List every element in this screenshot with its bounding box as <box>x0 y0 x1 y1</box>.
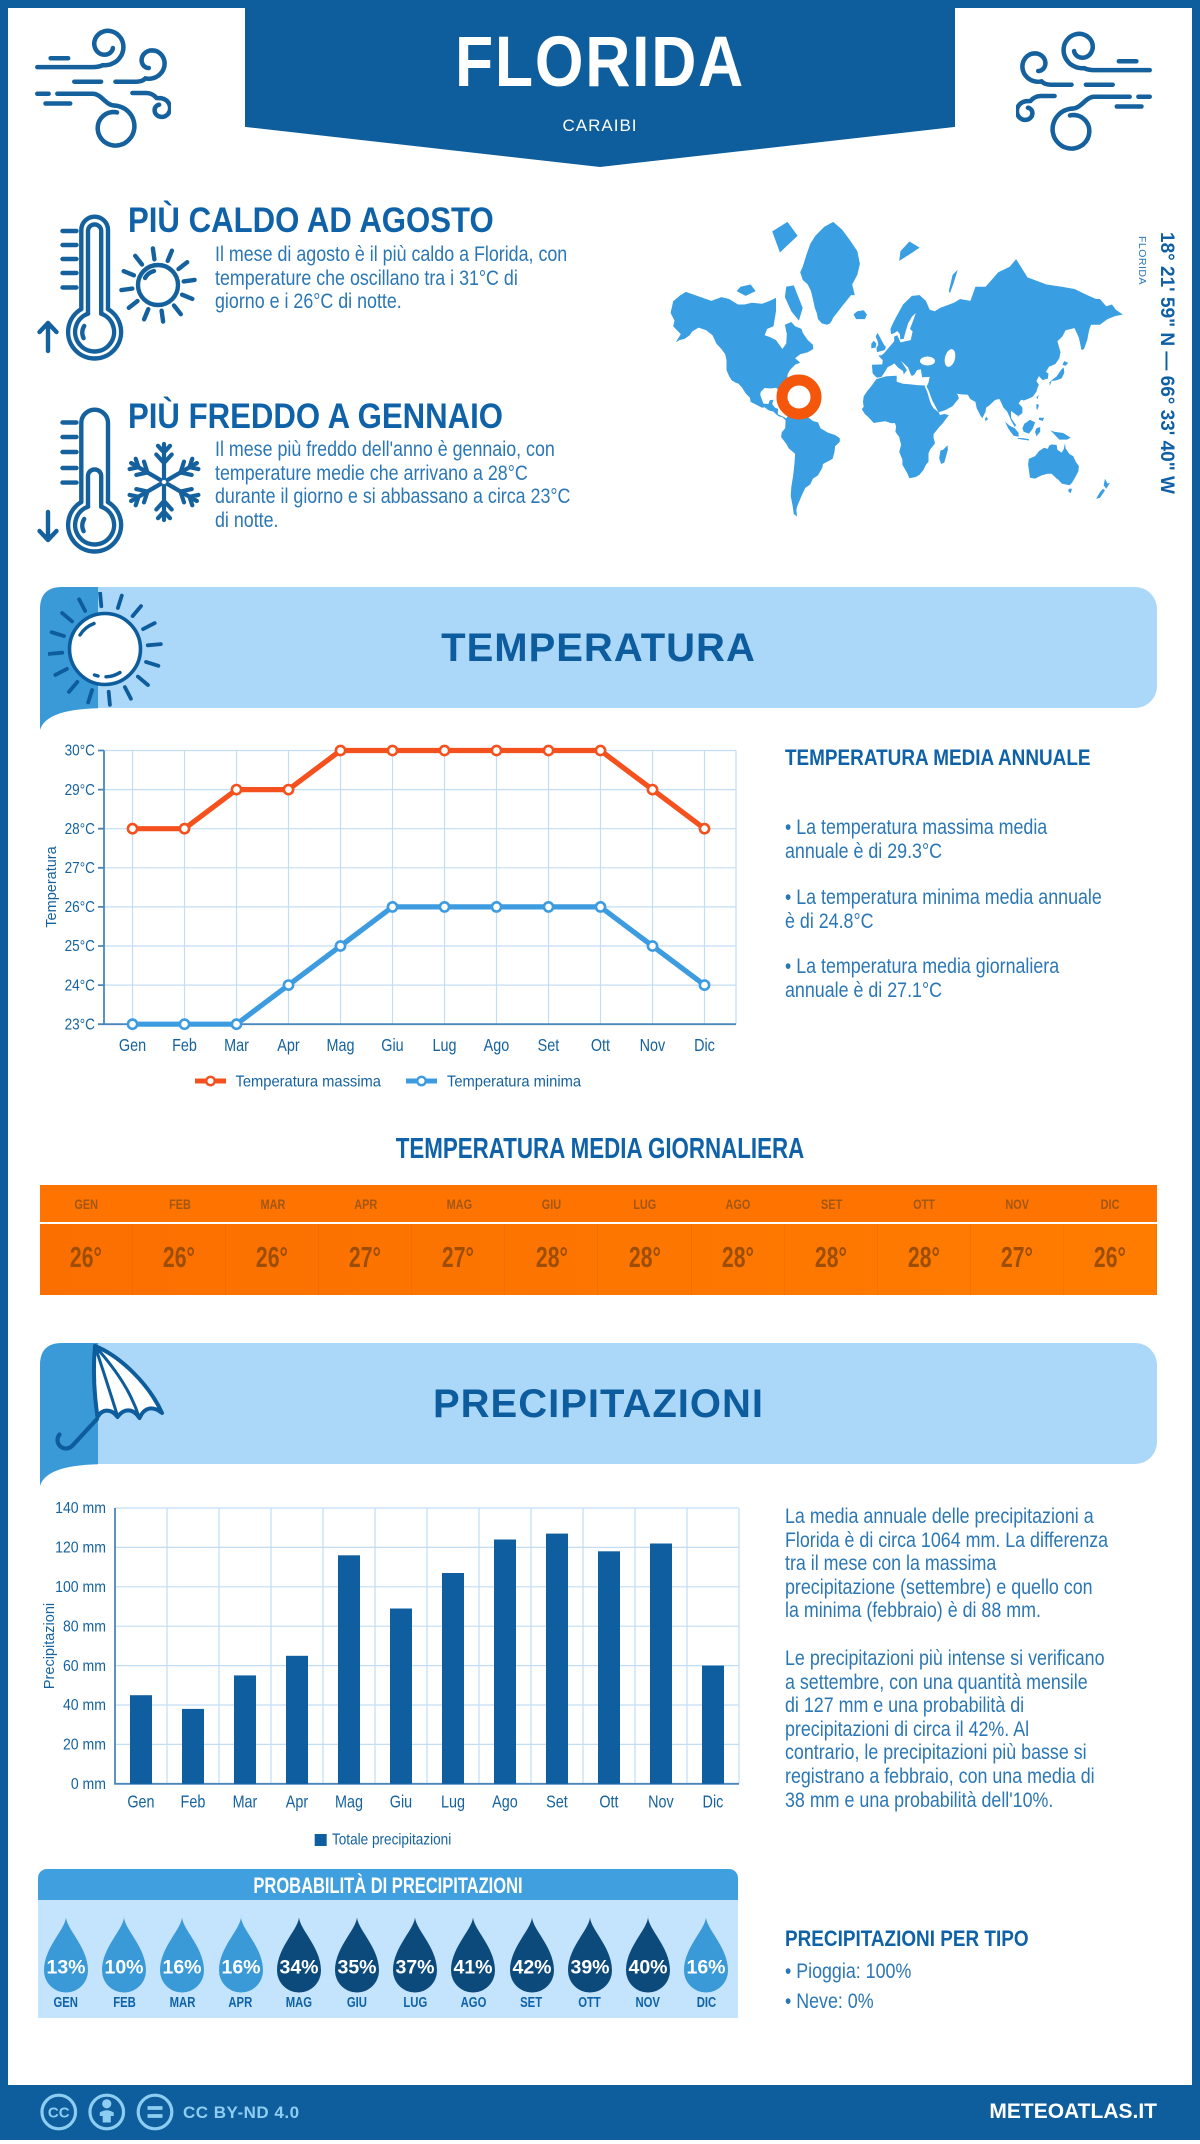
svg-text:35%: 35% <box>337 1957 376 1979</box>
svg-text:13%: 13% <box>46 1957 85 1979</box>
svg-text:41%: 41% <box>454 1957 493 1979</box>
svg-text:16%: 16% <box>687 1957 726 1979</box>
svg-text:60 mm: 60 mm <box>63 1657 106 1675</box>
svg-text:Ott: Ott <box>591 1036 611 1056</box>
svg-text:0 mm: 0 mm <box>71 1775 106 1793</box>
svg-text:Dic: Dic <box>694 1036 715 1056</box>
svg-text:CC: CC <box>48 2105 70 2122</box>
svg-text:Feb: Feb <box>181 1792 206 1812</box>
svg-text:Feb: Feb <box>172 1036 197 1056</box>
svg-text:Temperatura minima: Temperatura minima <box>447 1073 581 1091</box>
svg-text:Lug: Lug <box>441 1792 465 1812</box>
svg-text:Mag: Mag <box>335 1792 363 1812</box>
svg-text:Giu: Giu <box>381 1036 403 1056</box>
svg-text:23°C: 23°C <box>65 1016 96 1033</box>
svg-text:Gen: Gen <box>119 1036 146 1056</box>
svg-text:29°C: 29°C <box>65 782 96 799</box>
svg-text:Gen: Gen <box>127 1792 154 1812</box>
svg-text:42%: 42% <box>512 1957 551 1979</box>
svg-text:140 mm: 140 mm <box>55 1499 106 1517</box>
svg-text:Ago: Ago <box>492 1792 518 1812</box>
svg-text:Giu: Giu <box>390 1792 412 1812</box>
svg-text:27°C: 27°C <box>65 860 96 877</box>
svg-text:16%: 16% <box>221 1957 260 1979</box>
svg-text:Lug: Lug <box>432 1036 456 1056</box>
svg-text:Set: Set <box>546 1792 568 1812</box>
svg-text:30°C: 30°C <box>65 743 96 760</box>
svg-text:34%: 34% <box>279 1957 318 1979</box>
svg-text:39%: 39% <box>570 1957 609 1979</box>
svg-text:40 mm: 40 mm <box>63 1696 106 1714</box>
svg-text:Apr: Apr <box>286 1792 309 1812</box>
svg-text:Totale precipitazioni: Totale precipitazioni <box>332 1832 451 1849</box>
svg-text:37%: 37% <box>396 1957 435 1979</box>
svg-text:100 mm: 100 mm <box>55 1578 106 1596</box>
svg-text:Mag: Mag <box>326 1036 354 1056</box>
svg-text:Temperatura massima: Temperatura massima <box>236 1073 382 1091</box>
svg-text:Set: Set <box>538 1036 560 1056</box>
svg-text:25°C: 25°C <box>65 938 96 955</box>
svg-text:Temperatura: Temperatura <box>44 845 60 927</box>
svg-text:16%: 16% <box>163 1957 202 1979</box>
svg-text:Dic: Dic <box>703 1792 724 1812</box>
svg-text:10%: 10% <box>105 1957 144 1979</box>
svg-text:120 mm: 120 mm <box>55 1539 106 1557</box>
svg-text:Ago: Ago <box>484 1036 510 1056</box>
svg-text:Apr: Apr <box>277 1036 300 1056</box>
svg-text:Precipitazioni: Precipitazioni <box>42 1603 58 1689</box>
svg-text:Mar: Mar <box>224 1036 249 1056</box>
svg-text:Nov: Nov <box>640 1036 666 1056</box>
svg-text:40%: 40% <box>628 1957 667 1979</box>
svg-text:24°C: 24°C <box>65 977 96 994</box>
svg-text:28°C: 28°C <box>65 821 96 838</box>
svg-text:80 mm: 80 mm <box>63 1618 106 1636</box>
svg-text:20 mm: 20 mm <box>63 1736 106 1754</box>
svg-text:Mar: Mar <box>233 1792 258 1812</box>
svg-text:Ott: Ott <box>599 1792 619 1812</box>
svg-text:Nov: Nov <box>648 1792 674 1812</box>
svg-text:26°C: 26°C <box>65 899 96 916</box>
